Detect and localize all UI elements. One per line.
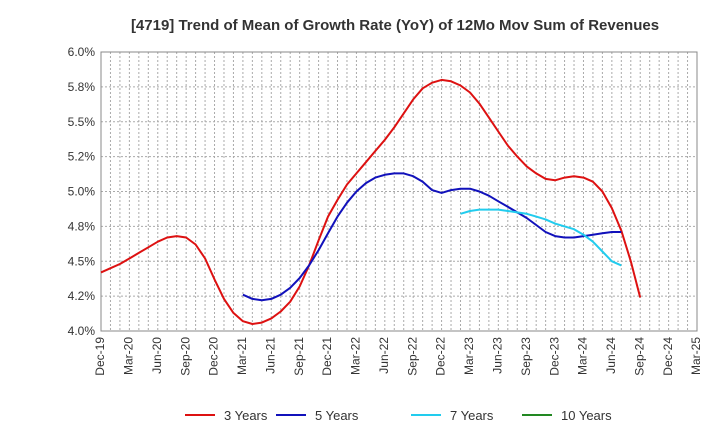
x-tick-label: Dec-21 (320, 337, 334, 376)
x-tick-label: Dec-20 (207, 337, 221, 376)
x-tick-label: Jun-21 (263, 337, 277, 374)
legend: 3 Years 5 Years 7 Years 10 Years (185, 408, 612, 423)
plot-frame (100, 51, 698, 332)
legend-label: 3 Years (224, 408, 268, 423)
y-tick-label: 5.0% (68, 185, 96, 199)
x-axis-ticks: Dec-19 Mar-20 Jun-20 Sep-20 Dec-20 Mar-21 Jun-… (93, 337, 703, 376)
x-tick-label: Mar-22 (349, 337, 363, 375)
x-tick-label: Sep-23 (519, 337, 533, 376)
plot-area-border (100, 51, 698, 332)
y-tick-label: 6.0% (68, 45, 96, 59)
series-line-3-years (100, 78, 642, 325)
x-tick-label: Jun-23 (491, 337, 505, 374)
y-tick-label: 4.0% (68, 324, 96, 338)
legend-label: 5 Years (315, 408, 359, 423)
x-tick-label: Sep-20 (178, 337, 192, 376)
series-line-5-years (242, 172, 622, 302)
x-tick-label: Mar-24 (576, 337, 590, 375)
x-tick-label: Mar-25 (689, 337, 703, 375)
chart-title: [4719] Trend of Mean of Growth Rate (YoY… (131, 17, 659, 34)
y-tick-label: 4.5% (68, 254, 96, 268)
legend-label: 7 Years (450, 408, 494, 423)
y-tick-label: 5.5% (68, 115, 96, 129)
y-tick-label: 4.2% (68, 289, 96, 303)
x-tick-label: Dec-24 (661, 337, 675, 376)
x-tick-label: Mar-23 (462, 337, 476, 375)
gridlines (100, 51, 698, 332)
x-tick-label: Mar-20 (122, 337, 136, 375)
x-tick-label: Sep-21 (292, 337, 306, 376)
x-tick-label: Sep-24 (632, 337, 646, 376)
x-tick-label: Jun-20 (150, 337, 164, 374)
x-tick-label: Mar-21 (235, 337, 249, 375)
x-tick-label: Dec-19 (93, 337, 107, 376)
legend-label: 10 Years (561, 408, 612, 423)
x-tick-label: Jun-22 (377, 337, 391, 374)
y-tick-label: 5.8% (68, 80, 96, 94)
series-line-7-years (460, 208, 622, 267)
series-lines (100, 78, 642, 325)
x-tick-label: Dec-23 (547, 337, 561, 376)
y-tick-label: 5.2% (68, 150, 96, 164)
x-tick-label: Jun-24 (604, 337, 618, 374)
x-tick-label: Dec-22 (434, 337, 448, 376)
x-tick-label: Sep-22 (405, 337, 419, 376)
y-axis-ticks: 4.0% 4.2% 4.5% 4.8% 5.0% 5.2% 5.5% 5.8% 6.0% (68, 45, 96, 338)
y-tick-label: 4.8% (68, 219, 96, 233)
